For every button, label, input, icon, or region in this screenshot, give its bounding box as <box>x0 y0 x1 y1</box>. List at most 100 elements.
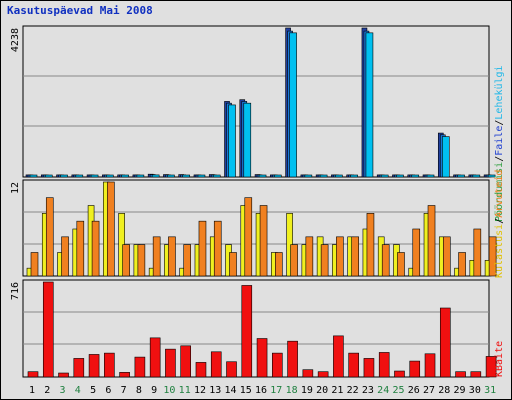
bar-hits-files-pages-3-day-10 <box>167 174 175 178</box>
x-label-day-24: 24 <box>377 385 389 396</box>
bar-kbytes-1-day-21 <box>333 335 344 378</box>
x-label-day-28: 28 <box>438 385 450 396</box>
bar-visits-visitors-2-day-3 <box>61 236 69 277</box>
bar-kbytes-1-day-28 <box>439 307 451 378</box>
x-label-day-22: 22 <box>347 385 359 396</box>
bar-hits-files-pages-3-day-3 <box>60 174 68 178</box>
chart-title: Kasutuspäevad Mai 2008 <box>7 4 153 17</box>
x-label-day-13: 13 <box>209 385 221 396</box>
bar-visits-visitors-2-day-7 <box>122 244 130 277</box>
bar-visits-visitors-2-day-23 <box>366 213 375 277</box>
x-label-day-10: 10 <box>163 385 175 396</box>
y-max-label: 4238 <box>10 28 21 52</box>
bar-kbytes-1-day-19 <box>302 369 314 378</box>
bar-visits-visitors-2-day-19 <box>305 236 314 277</box>
bar-hits-files-pages-3-day-24 <box>380 174 389 178</box>
bar-visits-visitors-2-day-28 <box>442 236 451 277</box>
bar-kbytes-1-day-30 <box>470 371 482 378</box>
x-label-day-5: 5 <box>90 385 96 396</box>
bar-hits-files-pages-3-day-25 <box>396 174 404 178</box>
bar-kbytes-1-day-23 <box>363 358 375 378</box>
bar-visits-visitors-2-day-5 <box>91 220 100 277</box>
x-label-day-25: 25 <box>392 385 404 396</box>
x-label-day-14: 14 <box>224 385 236 396</box>
bar-visits-visitors-2-day-14 <box>229 252 237 277</box>
bar-visits-visitors-2-day-26 <box>412 228 421 277</box>
bar-visits-visitors-2-day-8 <box>137 244 146 277</box>
bar-kbytes-1-day-4 <box>73 358 85 378</box>
bar-visits-visitors-2-day-21 <box>336 236 344 277</box>
bar-visits-visitors-2-day-16 <box>259 205 268 277</box>
bar-visits-visitors-2-day-17 <box>275 252 283 277</box>
bar-hits-files-pages-3-day-1 <box>29 174 38 178</box>
bar-kbytes-1-day-14 <box>226 361 237 378</box>
bar-hits-files-pages-3-day-4 <box>75 174 84 178</box>
x-label-day-27: 27 <box>423 385 435 396</box>
legend-middle: Külastusi/Arvuteid <box>494 170 505 278</box>
bar-kbytes-1-day-5 <box>88 354 100 378</box>
bar-kbytes-1-day-1 <box>27 371 39 378</box>
bar-kbytes-1-day-29 <box>455 371 466 378</box>
x-label-day-20: 20 <box>316 385 328 396</box>
x-label-day-16: 16 <box>255 385 267 396</box>
x-label-day-2: 2 <box>44 385 50 396</box>
bar-hits-files-pages-3-day-22 <box>350 174 358 178</box>
bar-visits-visitors-2-day-6 <box>107 181 115 277</box>
bar-hits-files-pages-3-day-20 <box>319 174 328 178</box>
bar-hits-files-pages-3-day-30 <box>472 174 481 178</box>
bar-visits-visitors-2-day-1 <box>30 252 39 277</box>
bar-kbytes-1-day-8 <box>134 356 146 378</box>
x-label-day-8: 8 <box>136 385 142 396</box>
bar-kbytes-1-day-24 <box>378 352 390 378</box>
bar-visits-visitors-2-day-30 <box>473 228 482 277</box>
x-label-day-6: 6 <box>105 385 111 396</box>
bar-hits-files-pages-3-day-31 <box>487 174 496 178</box>
x-label-day-1: 1 <box>29 385 35 396</box>
bar-visits-visitors-2-day-9 <box>152 236 161 277</box>
legend-top: Pöördumisi/Faile/Lehekülgi <box>494 65 505 222</box>
bar-kbytes-1-day-13 <box>210 351 222 378</box>
bar-kbytes-1-day-18 <box>287 340 298 378</box>
bar-hits-files-pages-3-day-5 <box>90 174 99 178</box>
bar-visits-visitors-2-day-13 <box>213 220 222 277</box>
bar-visits-visitors-2-day-31 <box>488 236 497 277</box>
bar-hits-files-pages-3-day-16 <box>258 174 267 178</box>
bar-visits-visitors-2-day-12 <box>198 220 207 277</box>
bar-hits-files-pages-3-day-15 <box>243 102 252 178</box>
x-label-day-15: 15 <box>240 385 252 396</box>
plot-area <box>22 25 490 178</box>
x-label-day-12: 12 <box>194 385 206 396</box>
bar-kbytes-1-day-6 <box>104 352 115 378</box>
bar-hits-files-pages-3-day-19 <box>304 174 313 178</box>
x-label-day-23: 23 <box>362 385 374 396</box>
bar-visits-visitors-2-day-18 <box>290 244 298 277</box>
bar-hits-files-pages-3-day-9 <box>151 174 160 178</box>
bar-hits-files-pages-3-day-23 <box>365 32 374 178</box>
bar-hits-files-pages-3-day-21 <box>335 174 343 178</box>
bar-hits-files-pages-3-day-17 <box>274 174 282 178</box>
x-label-day-26: 26 <box>408 385 420 396</box>
bar-kbytes-1-day-25 <box>394 370 405 378</box>
bar-kbytes-1-day-2 <box>42 281 54 378</box>
bar-kbytes-1-day-11 <box>180 345 191 378</box>
bar-hits-files-pages-3-day-27 <box>426 174 435 178</box>
bar-visits-visitors-2-day-2 <box>45 197 54 277</box>
bar-kbytes-1-day-10 <box>165 348 176 378</box>
bar-visits-visitors-2-day-29 <box>458 252 466 277</box>
bar-kbytes-1-day-26 <box>409 360 421 378</box>
bar-hits-files-pages-3-day-26 <box>411 174 420 178</box>
bar-kbytes-1-day-15 <box>241 285 253 378</box>
bar-hits-files-pages-3-day-28 <box>441 136 450 178</box>
bar-visits-visitors-2-day-27 <box>427 205 436 277</box>
x-label-day-29: 29 <box>454 385 466 396</box>
bar-visits-visitors-2-day-20 <box>320 244 329 277</box>
x-label-day-3: 3 <box>60 385 66 396</box>
bar-kbytes-1-day-16 <box>256 338 268 378</box>
bar-kbytes-1-day-20 <box>317 371 329 378</box>
bar-kbytes-1-day-7 <box>119 372 130 378</box>
bar-kbytes-1-day-9 <box>149 337 161 378</box>
x-label-day-18: 18 <box>286 385 298 396</box>
x-label-day-7: 7 <box>121 385 127 396</box>
bar-visits-visitors-2-day-11 <box>183 244 191 277</box>
